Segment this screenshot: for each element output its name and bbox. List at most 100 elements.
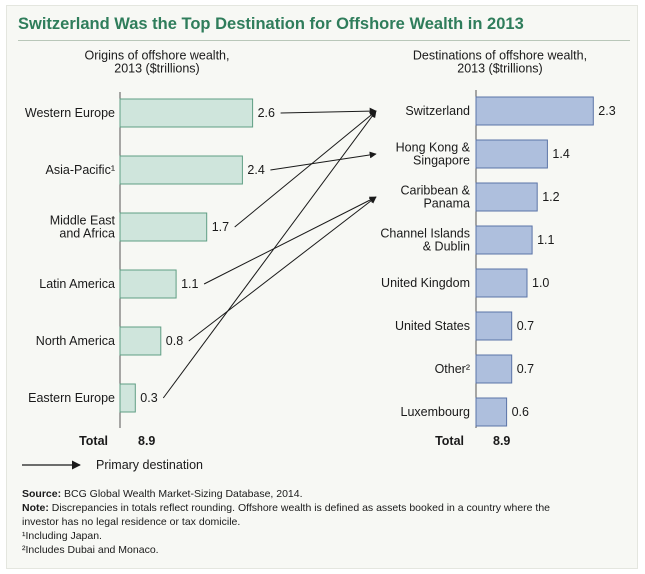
footnote-2: ²Includes Dubai and Monaco. — [22, 544, 159, 556]
destination-bar — [475, 311, 513, 341]
legend-label: Primary destination — [96, 458, 203, 472]
origin-bar — [119, 383, 136, 413]
origin-category-label-line: Western Europe — [25, 106, 115, 120]
origin-value-label-line: 0.3 — [140, 391, 157, 405]
destination-bar — [475, 139, 548, 169]
origins-total-label: Total — [79, 434, 108, 448]
origins-total-label-line: Total — [79, 434, 108, 448]
origin-value-label-line: 2.4 — [247, 163, 264, 177]
origin-value-label: 2.4 — [247, 163, 264, 177]
destination-category-label: Caribbean & Panama — [401, 184, 471, 211]
origin-value-label: 1.1 — [181, 277, 198, 291]
destination-category-label-line: Caribbean & — [401, 184, 471, 198]
origin-category-label: Asia-Pacific¹ — [46, 163, 115, 177]
destination-category-label-line: & Dublin — [423, 240, 470, 254]
destination-value-label-line: 1.2 — [542, 190, 559, 204]
origin-category-label-line: Eastern Europe — [28, 391, 115, 405]
origin-category-label: Latin America — [39, 277, 115, 291]
origin-value-label: 2.6 — [258, 106, 275, 120]
destination-value-label: 1.0 — [532, 276, 549, 290]
origin-category-label: Eastern Europe — [28, 391, 115, 405]
origin-category-label-line: North America — [36, 334, 115, 348]
destination-category-label: Luxembourg — [401, 405, 471, 419]
destination-bar — [475, 397, 508, 427]
destination-category-label-line: Singapore — [413, 154, 470, 168]
origin-category-label: Middle East and Africa — [50, 214, 116, 241]
origin-value-label: 0.8 — [166, 334, 183, 348]
destination-category-label: Channel Islands & Dublin — [380, 227, 470, 254]
destination-value-label: 0.6 — [512, 405, 529, 419]
destination-bar — [475, 96, 594, 126]
origin-bar — [119, 155, 243, 185]
flow-arrow — [234, 110, 377, 228]
destination-category-label: Hong Kong & Singapore — [396, 141, 471, 168]
flow-arrow — [162, 110, 377, 399]
origin-value-label: 1.7 — [212, 220, 229, 234]
legend-label-line: Primary destination — [96, 458, 203, 472]
flow-arrow — [280, 107, 377, 115]
destination-value-label-line: 0.6 — [512, 405, 529, 419]
destinations-total-label-line: Total — [435, 434, 464, 448]
destination-value-label-line: 2.3 — [598, 104, 615, 118]
destination-category-label: United States — [395, 319, 470, 333]
destination-category-label-line: Switzerland — [405, 104, 470, 118]
destination-value-label: 0.7 — [517, 319, 534, 333]
destinations-total-value-line: 8.9 — [493, 434, 510, 448]
destination-category-label: United Kingdom — [381, 276, 470, 290]
legend: Primary destination — [22, 458, 203, 472]
flow-arrows — [162, 107, 377, 399]
destination-category-label-line: Luxembourg — [401, 405, 471, 419]
origin-category-label-line: Asia-Pacific¹ — [46, 163, 115, 177]
flow-arrow — [270, 151, 377, 171]
origin-bar — [119, 98, 254, 128]
destinations-title-line: Destinations of offshore wealth, — [413, 49, 587, 63]
origin-category-label-line: Latin America — [39, 277, 115, 291]
destination-category-label-line: Hong Kong & — [396, 141, 471, 155]
origin-category-label-line: Middle East — [50, 214, 116, 228]
source-line: Source: BCG Global Wealth Market-Sizing … — [22, 488, 303, 500]
destination-value-label: 1.1 — [537, 233, 554, 247]
origin-value-label: 0.3 — [140, 391, 157, 405]
destination-category-label: Other² — [435, 362, 470, 376]
destination-value-label-line: 0.7 — [517, 362, 534, 376]
origin-value-label-line: 1.7 — [212, 220, 229, 234]
flow-arrow — [203, 196, 377, 285]
origin-category-label: North America — [36, 334, 115, 348]
destination-category-label-line: United States — [395, 319, 470, 333]
chart-title: Switzerland Was the Top Destination for … — [18, 15, 524, 33]
destination-value-label: 0.7 — [517, 362, 534, 376]
destination-value-label-line: 1.0 — [532, 276, 549, 290]
origins-total-value: 8.9 — [138, 434, 155, 448]
destination-bar — [475, 268, 528, 298]
destinations-total-label: Total — [435, 434, 464, 448]
note-line-1: Note: Discrepancies in totals reflect ro… — [22, 502, 551, 514]
destination-category-label: Switzerland — [405, 104, 470, 118]
origin-category-label: Western Europe — [25, 106, 115, 120]
destination-value-label-line: 0.7 — [517, 319, 534, 333]
origin-bar — [119, 269, 177, 299]
destinations-total-value: 8.9 — [493, 434, 510, 448]
destination-value-label-line: 1.4 — [552, 147, 569, 161]
destination-category-label-line: Channel Islands — [380, 227, 470, 241]
destination-value-label: 2.3 — [598, 104, 615, 118]
origins-title: Origins of offshore wealth, 2013 ($trilli… — [85, 49, 230, 76]
origin-category-label-line: and Africa — [59, 227, 115, 241]
destinations-panel: Destinations of offshore wealth, 2013 ($t… — [380, 49, 615, 449]
destinations-title: Destinations of offshore wealth, 2013 ($t… — [413, 49, 587, 76]
chart-notes: Source: BCG Global Wealth Market-Sizing … — [22, 487, 622, 557]
destination-category-label-line: Panama — [423, 197, 470, 211]
destination-bar — [475, 225, 533, 255]
flow-arrow — [188, 196, 377, 342]
destination-bar — [475, 354, 513, 384]
destinations-title-line: 2013 ($trillions) — [457, 62, 542, 76]
origin-value-label-line: 2.6 — [258, 106, 275, 120]
origins-panel: Origins of offshore wealth, 2013 ($trilli… — [25, 49, 275, 449]
origin-bar — [119, 326, 162, 356]
destination-value-label: 1.2 — [542, 190, 559, 204]
destination-category-label-line: Other² — [435, 362, 470, 376]
origins-title-line: Origins of offshore wealth, — [85, 49, 230, 63]
note-line-2: investor has no legal residence or tax d… — [22, 516, 241, 528]
origins-total-value-line: 8.9 — [138, 434, 155, 448]
origin-value-label-line: 0.8 — [166, 334, 183, 348]
